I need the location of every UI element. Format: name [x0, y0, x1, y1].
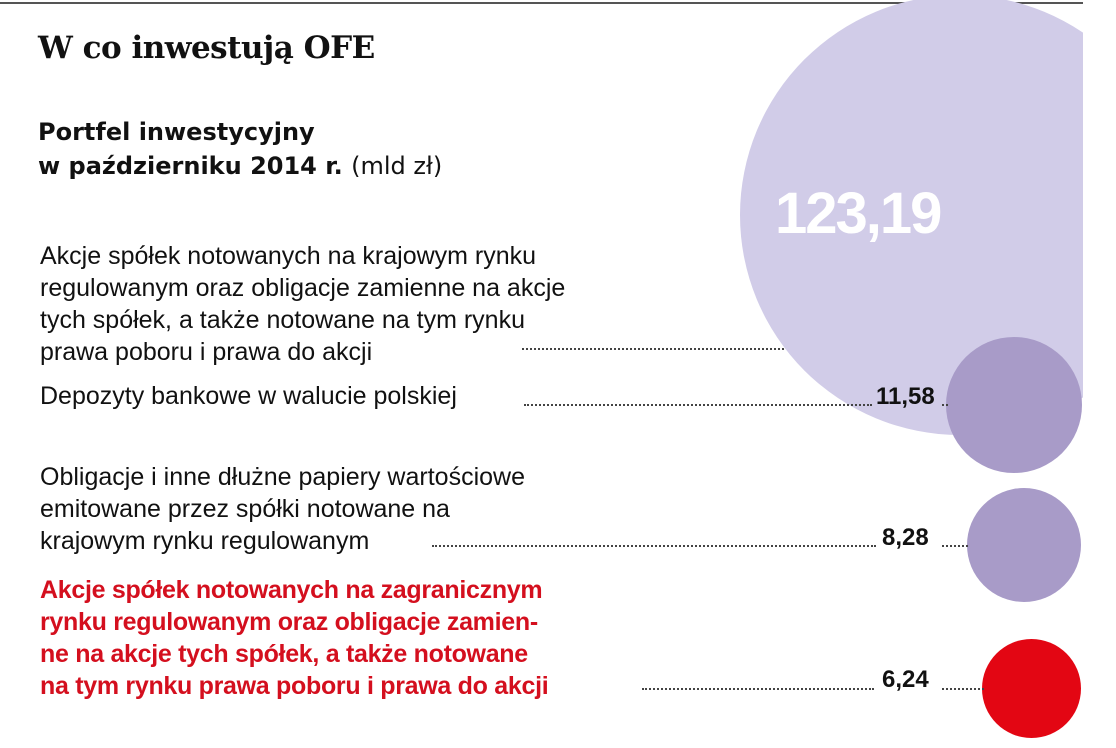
label-corporate-bonds: Obligacje i inne dłużne papiery wartości…	[40, 463, 525, 555]
subtitle-line-2: w październiku 2014 r. (mld zł)	[38, 152, 443, 180]
top-rule	[0, 2, 1083, 4]
value-domestic-equities: 123,19	[775, 181, 942, 246]
value-foreign-equities: 6,24	[882, 666, 929, 693]
chart-subtitle: Portfel inwestycyjny w październiku 2014…	[38, 115, 442, 183]
bubble-bank-deposits	[946, 337, 1082, 473]
leader-foreign-equities-end	[942, 688, 984, 690]
subtitle-line-1: Portfel inwestycyjny	[38, 118, 315, 146]
leader-corporate-bonds	[432, 545, 876, 547]
leader-corporate-bonds-end	[942, 545, 968, 547]
label-domestic-equities: Akcje spółek notowanych na krajowym rynk…	[40, 242, 566, 366]
chart-title: W co inwestują OFE	[38, 30, 375, 66]
label-foreign-equities: Akcje spółek notowanych na zagranicznym …	[40, 576, 549, 700]
bubble-area	[740, 0, 1083, 738]
leader-domestic-equities	[522, 348, 784, 350]
value-corporate-bonds: 8,28	[882, 524, 929, 551]
label-bank-deposits: Depozyty bankowe w walucie polskiej	[40, 382, 457, 410]
bubble-corporate-bonds	[967, 488, 1081, 602]
value-bank-deposits: 11,58	[876, 383, 935, 410]
leader-foreign-equities	[642, 688, 874, 690]
leader-bank-deposits-end	[942, 404, 948, 406]
bubble-foreign-equities	[982, 639, 1081, 738]
leader-bank-deposits	[524, 404, 872, 406]
unit-label: (mld zł)	[351, 152, 443, 180]
